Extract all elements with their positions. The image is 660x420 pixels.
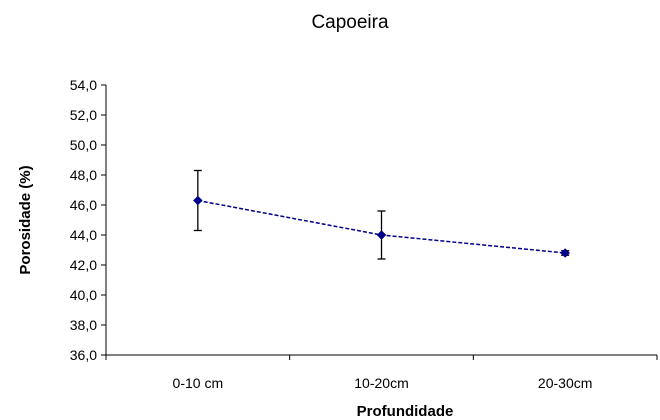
y-tick-label: 52,0 xyxy=(70,107,97,123)
y-tick-label: 46,0 xyxy=(70,197,97,213)
x-tick-group: 0-10 cm 10-20cm 20-30cm xyxy=(105,355,658,391)
y-tick-label: 40,0 xyxy=(70,287,97,303)
data-point-marker xyxy=(376,230,387,240)
data-point-marker xyxy=(192,195,203,206)
y-tick-label: 44,0 xyxy=(70,227,97,243)
y-tick-label: 50,0 xyxy=(70,137,97,153)
y-tick-label: 38,0 xyxy=(70,317,97,333)
y-axis-label: Porosidade (%) xyxy=(17,165,34,274)
series-group xyxy=(192,169,571,260)
y-tick-label: 48,0 xyxy=(70,167,97,183)
y-tick-label: 42,0 xyxy=(70,257,97,273)
y-tick-label: 36,0 xyxy=(70,347,97,363)
x-tick-label: 20-30cm xyxy=(538,375,592,391)
x-tick-label: 10-20cm xyxy=(354,375,408,391)
y-tick-group: 36,0 38,0 40,0 42,0 44,0 46,0 48,0 50,0 52,0 54,0 xyxy=(70,77,106,363)
y-tick-label: 54,0 xyxy=(70,77,97,93)
chart-title: Capoeira xyxy=(311,12,389,33)
data-point-marker xyxy=(560,248,571,258)
x-tick-label: 0-10 cm xyxy=(173,375,224,391)
x-axis-label: Profundidade xyxy=(357,403,454,420)
